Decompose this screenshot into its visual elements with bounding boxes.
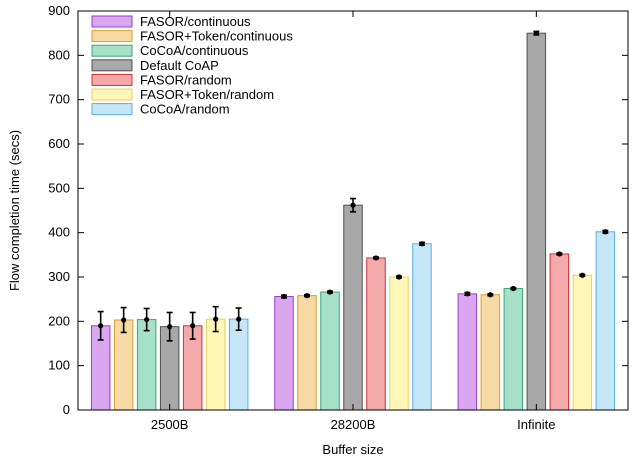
bar <box>320 291 340 411</box>
mean-point <box>419 241 425 247</box>
bar <box>549 253 570 411</box>
legend-label: CoCoA/random <box>140 102 230 117</box>
y-tick-label: 200 <box>48 313 70 328</box>
legend-label: FASOR/random <box>140 72 232 87</box>
bar <box>595 231 616 411</box>
mean-point <box>487 292 493 298</box>
mean-point <box>510 285 516 292</box>
mean-point <box>396 274 402 280</box>
bar <box>228 318 249 411</box>
mean-point <box>373 255 379 261</box>
bar <box>480 294 501 411</box>
y-tick-label: 800 <box>48 47 70 62</box>
legend-swatch <box>91 59 133 72</box>
bar <box>526 32 547 411</box>
y-tick-label: 900 <box>48 3 70 18</box>
bar <box>297 295 317 411</box>
mean-point <box>304 293 310 299</box>
mean-point <box>556 251 562 257</box>
mean-point <box>281 293 287 300</box>
x-tick-label: 28200B <box>331 417 376 432</box>
bar <box>503 288 524 411</box>
bar <box>136 319 157 411</box>
mean-point <box>464 291 470 297</box>
error-bars-layer <box>97 30 609 342</box>
legend-label: Default CoAP <box>140 58 219 73</box>
bar <box>343 204 363 411</box>
legend: FASOR/continuousFASOR+Token/continuousCo… <box>91 14 293 117</box>
y-tick-label: 500 <box>48 180 70 195</box>
legend-swatch <box>91 15 133 28</box>
bar <box>366 257 386 411</box>
y-tick-label: 100 <box>48 358 70 373</box>
legend-swatch <box>91 88 133 101</box>
mean-point <box>190 323 196 329</box>
bar <box>205 318 226 411</box>
y-axis-label: Flow completion time (secs) <box>7 130 22 291</box>
mean-point <box>533 30 539 36</box>
x-tick-label: Infinite <box>517 417 555 432</box>
y-tick-label: 600 <box>48 136 70 151</box>
legend-swatch <box>91 44 133 57</box>
mean-point <box>98 323 104 329</box>
x-tick-label: 2500B <box>151 417 189 432</box>
bars-layer <box>90 32 616 411</box>
legend-swatch <box>91 73 133 86</box>
bar <box>457 293 478 411</box>
y-tick-label: 400 <box>48 225 70 240</box>
legend-label: FASOR+Token/random <box>140 87 274 102</box>
bar <box>412 243 432 411</box>
bar <box>113 319 134 411</box>
legend-label: FASOR+Token/continuous <box>140 29 293 44</box>
legend-label: FASOR/continuous <box>140 14 251 29</box>
x-axis: 2500B 28200B Infinite <box>151 11 555 432</box>
mean-point <box>327 289 333 295</box>
bar <box>389 276 409 411</box>
mean-point <box>213 316 219 322</box>
mean-point <box>121 317 127 323</box>
y-tick-label: 0 <box>63 402 70 417</box>
mean-point <box>350 202 356 208</box>
y-axis: 0 100 200 300 400 500 600 700 800 900 <box>48 3 628 417</box>
mean-point <box>144 316 150 323</box>
mean-point <box>602 229 608 235</box>
mean-point <box>579 272 585 278</box>
x-axis-label: Buffer size <box>322 442 383 457</box>
bar <box>572 274 593 411</box>
legend-swatch <box>91 30 133 43</box>
y-tick-label: 300 <box>48 269 70 284</box>
mean-point <box>167 324 173 330</box>
mean-point <box>236 316 242 322</box>
legend-label: CoCoA/continuous <box>140 43 249 58</box>
legend-swatch <box>91 103 133 116</box>
y-tick-label: 700 <box>48 92 70 107</box>
bar <box>274 296 294 411</box>
